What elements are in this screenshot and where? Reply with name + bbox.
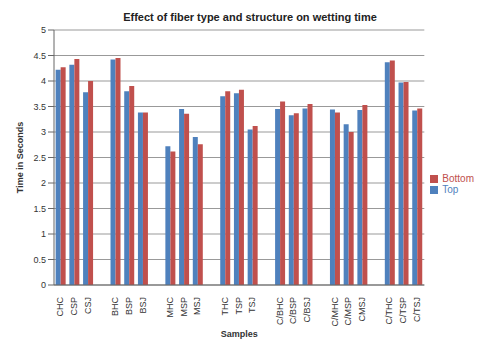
svg-text:C/MSP: C/MSP xyxy=(343,297,353,326)
svg-text:TSJ: TSJ xyxy=(247,297,257,313)
svg-text:BHC: BHC xyxy=(110,297,120,317)
html-text:Bottom: Bottom xyxy=(442,172,474,184)
svg-text:0: 0 xyxy=(41,280,46,290)
svg-text:TSP: TSP xyxy=(234,297,244,315)
svg-text:Samples: Samples xyxy=(221,329,258,339)
svg-text:C/BHC: C/BHC xyxy=(275,297,285,326)
svg-text:2: 2 xyxy=(41,178,46,188)
svg-text:CMSJ: CMSJ xyxy=(357,297,367,322)
svg-text:4: 4 xyxy=(41,76,46,86)
svg-text:C/BSP: C/BSP xyxy=(288,297,298,324)
svg-text:BSJ: BSJ xyxy=(138,297,148,314)
svg-text:CHC: CHC xyxy=(55,297,65,317)
svg-text:C/BSJ: C/BSJ xyxy=(302,297,312,323)
svg-text:C/MHC: C/MHC xyxy=(330,297,340,327)
svg-text:5: 5 xyxy=(41,26,46,35)
svg-text:1: 1 xyxy=(41,229,46,239)
svg-text:C/TSJ: C/TSJ xyxy=(412,297,422,322)
svg-text:CSJ: CSJ xyxy=(83,297,93,314)
svg-text:1.5: 1.5 xyxy=(33,204,46,214)
svg-text:C/TSP: C/TSP xyxy=(398,297,408,324)
svg-text:CSP: CSP xyxy=(69,297,79,316)
svg-text:THC: THC xyxy=(220,297,230,316)
svg-text:MHC: MHC xyxy=(165,297,175,318)
svg-text:2.5: 2.5 xyxy=(33,153,46,163)
html-text:Effect of fiber type and struc: Effect of fiber type and structure on we… xyxy=(123,11,377,23)
svg-text:Time in Seconds: Time in Seconds xyxy=(15,122,25,193)
svg-text:MSP: MSP xyxy=(179,297,189,317)
html-text:Top: Top xyxy=(442,183,459,195)
svg-text:3.5: 3.5 xyxy=(33,102,46,112)
svg-text:4.5: 4.5 xyxy=(33,51,46,61)
svg-text:MSJ: MSJ xyxy=(192,297,202,315)
svg-text:C/THC: C/THC xyxy=(384,297,394,325)
svg-text:0.5: 0.5 xyxy=(33,255,46,265)
svg-text:3: 3 xyxy=(41,127,46,137)
svg-text:BSP: BSP xyxy=(124,297,134,315)
